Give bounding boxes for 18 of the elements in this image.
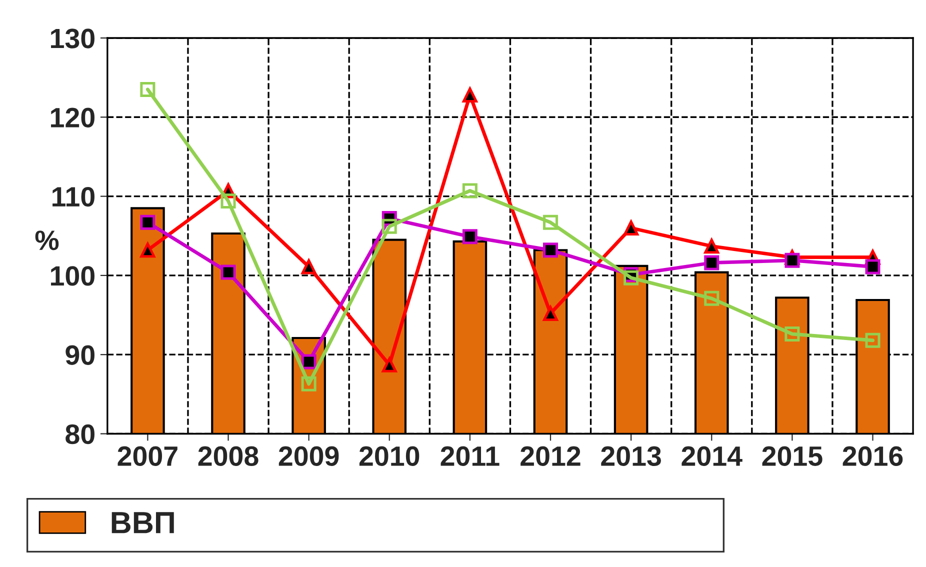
x-tick-label: 2014 bbox=[682, 446, 742, 466]
x-tick-label: 2012 bbox=[520, 446, 580, 466]
y-axis-title: % bbox=[35, 230, 59, 250]
x-tick-label: 2008 bbox=[198, 446, 258, 466]
x-tick-label: 2015 bbox=[762, 446, 822, 466]
x-tick-label: 2009 bbox=[278, 446, 339, 466]
y-tick-label: 120 bbox=[51, 108, 94, 128]
y-tick-label: 110 bbox=[52, 186, 94, 207]
x-tick-label: 2007 bbox=[118, 446, 178, 466]
x-tick-label: 2010 bbox=[359, 446, 420, 466]
x-tick-label: 2013 bbox=[601, 446, 661, 466]
y-tick-label: 80 bbox=[66, 424, 94, 444]
x-tick-label: 2016 bbox=[842, 446, 903, 466]
legend-label: ВВП bbox=[112, 512, 174, 534]
y-tick-label: 100 bbox=[51, 266, 94, 286]
x-tick-label: 2011 bbox=[440, 446, 500, 466]
y-tick-label: 130 bbox=[51, 28, 94, 48]
y-tick-label: 90 bbox=[66, 345, 94, 365]
